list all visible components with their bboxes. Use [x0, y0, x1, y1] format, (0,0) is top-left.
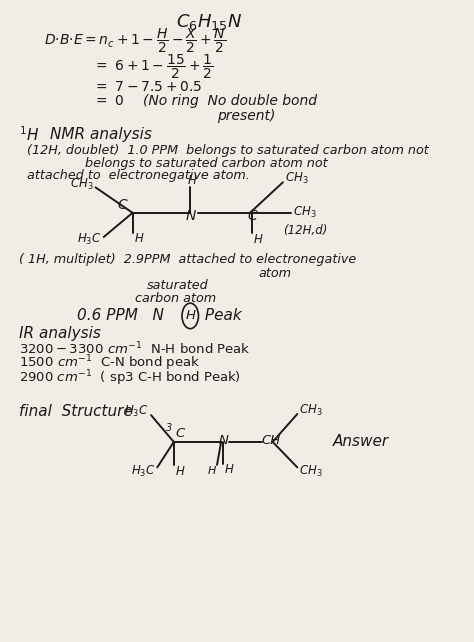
Text: belongs to saturated carbon atom not: belongs to saturated carbon atom not	[85, 157, 328, 170]
Text: $2900\ cm^{-1}$  ( sp3 C-H bond Peak): $2900\ cm^{-1}$ ( sp3 C-H bond Peak)	[19, 369, 241, 388]
Text: (12H, doublet)  1.0 PPM  belongs to saturated carbon atom not: (12H, doublet) 1.0 PPM belongs to satura…	[27, 144, 429, 157]
Text: 0.6 PPM   N: 0.6 PPM N	[77, 308, 164, 324]
Text: $3200-3300\ cm^{-1}$  N-H bond Peak: $3200-3300\ cm^{-1}$ N-H bond Peak	[19, 341, 251, 358]
Text: $D{\cdot}B{\cdot}E = n_c+1 - \dfrac{H}{2} - \dfrac{X}{2} + \dfrac{N}{2}$: $D{\cdot}B{\cdot}E = n_c+1 - \dfrac{H}{2…	[44, 27, 226, 55]
Text: (No ring  No double bond: (No ring No double bond	[143, 94, 317, 108]
Text: CH$_3$: CH$_3$	[70, 177, 93, 193]
Text: present): present)	[217, 109, 275, 123]
Text: $1500\ cm^{-1}$  C-N bond peak: $1500\ cm^{-1}$ C-N bond peak	[19, 354, 201, 374]
Text: CH$_3$: CH$_3$	[299, 403, 322, 418]
Text: H: H	[188, 175, 197, 187]
Text: H$_3$C: H$_3$C	[130, 464, 155, 479]
Text: CH$_3$: CH$_3$	[285, 171, 309, 186]
Text: atom: atom	[258, 267, 291, 280]
Text: C: C	[248, 209, 258, 223]
Text: CH$_3$: CH$_3$	[293, 205, 317, 220]
Text: CH$_3$: CH$_3$	[299, 464, 322, 479]
Text: carbon atom: carbon atom	[135, 291, 216, 304]
Text: attached to  electronegative atom.: attached to electronegative atom.	[27, 169, 250, 182]
Text: C: C	[175, 426, 184, 440]
Text: H$_3$C: H$_3$C	[124, 404, 149, 419]
Text: Peak: Peak	[200, 308, 241, 324]
Text: CH: CH	[262, 434, 281, 447]
Text: $= \ 6+1 - \dfrac{15}{2} + \dfrac{1}{2}$: $= \ 6+1 - \dfrac{15}{2} + \dfrac{1}{2}$	[93, 52, 214, 81]
Text: H: H	[253, 233, 262, 246]
Text: 3: 3	[165, 423, 172, 433]
Text: Answer: Answer	[332, 435, 389, 449]
Text: NMR analysis: NMR analysis	[50, 127, 152, 142]
Text: H$_3$C: H$_3$C	[77, 232, 101, 247]
Text: H: H	[175, 465, 184, 478]
Text: $= \ 0$: $= \ 0$	[93, 94, 125, 108]
Text: N: N	[219, 434, 229, 447]
Text: $C_6H_{15}N$: $C_6H_{15}N$	[176, 12, 242, 32]
Text: IR analysis: IR analysis	[19, 326, 101, 342]
Text: ( 1H, multiplet)  2.9PPM  attached to electronegative: ( 1H, multiplet) 2.9PPM attached to elec…	[19, 253, 356, 266]
Text: C: C	[118, 198, 128, 212]
Text: $^1H$: $^1H$	[19, 125, 40, 144]
Text: saturated: saturated	[147, 279, 209, 292]
Text: H: H	[208, 466, 216, 476]
Text: H: H	[135, 232, 144, 245]
Text: final  Structure: final Structure	[19, 404, 133, 419]
Text: (12H,d): (12H,d)	[283, 224, 328, 237]
Text: $= \ 7 - 7.5 + 0.5$: $= \ 7 - 7.5 + 0.5$	[93, 80, 203, 94]
Text: H: H	[185, 309, 195, 322]
Text: H: H	[224, 464, 233, 476]
Text: N: N	[186, 209, 197, 223]
